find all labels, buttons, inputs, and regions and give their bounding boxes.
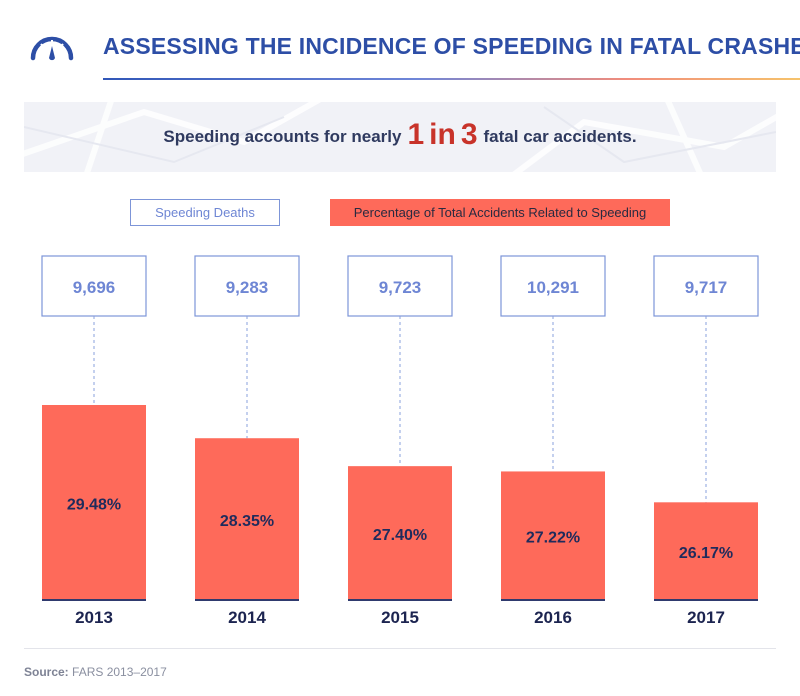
deaths-label: 9,283 [226,278,269,297]
bar [501,471,605,600]
deaths-label: 9,696 [73,278,116,297]
year-label: 2017 [687,608,725,627]
banner-text: Speeding accounts for nearly 1 in 3 fatal … [24,102,776,172]
legend-speeding-deaths: Speeding Deaths [130,199,280,226]
percentage-label: 28.35% [220,513,274,530]
bar [42,405,146,600]
deaths-label: 10,291 [527,278,579,297]
bar [348,466,452,600]
banner-text-after: fatal car accidents. [483,127,637,146]
year-label: 2016 [534,608,572,627]
footer-divider [24,648,776,649]
speeding-chart: 9,696 29.48% 2013 9,283 28.35% 2014 9,723 27.40… [41,255,759,627]
banner-text-before: Speeding accounts for nearly [163,127,402,146]
deaths-box [194,255,300,317]
legend-percentage: Percentage of Total Accidents Related to… [330,199,670,226]
percentage-label: 27.40% [373,527,427,544]
deaths-label: 9,723 [379,278,422,297]
source-note: Source: FARS 2013–2017 [24,665,167,679]
title-divider [103,78,800,80]
year-label: 2013 [75,608,113,627]
year-label: 2014 [228,608,266,627]
deaths-box [41,255,147,317]
bar [654,502,758,600]
summary-banner: Speeding accounts for nearly 1 in 3 fatal … [24,102,776,172]
deaths-box [500,255,606,317]
deaths-label: 9,717 [685,278,728,297]
year-label: 2015 [381,608,419,627]
percentage-label: 26.17% [679,545,733,562]
speedometer-icon [30,36,74,61]
percentage-label: 27.22% [526,530,580,547]
percentage-label: 29.48% [67,497,121,514]
bar [195,438,299,600]
deaths-box [653,255,759,317]
banner-highlight: 1 in 3 [407,118,478,151]
map-background [24,102,776,172]
page-title: ASSESSING THE INCIDENCE OF SPEEDING IN F… [103,33,800,59]
